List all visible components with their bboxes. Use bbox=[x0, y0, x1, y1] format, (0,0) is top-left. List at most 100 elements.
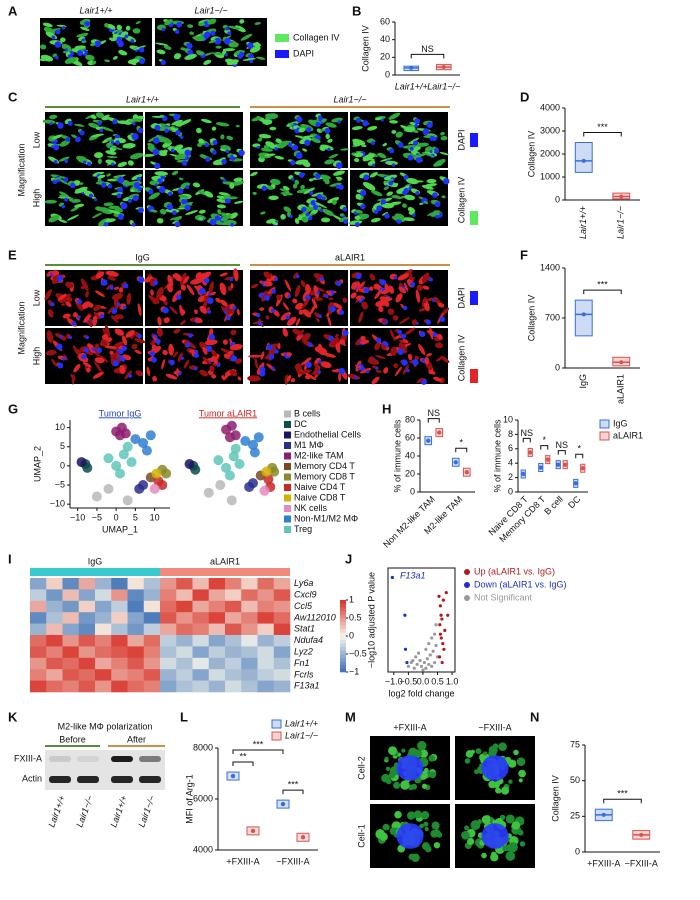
fiber bbox=[90, 114, 97, 120]
fiber bbox=[47, 309, 54, 318]
nucleus bbox=[290, 160, 296, 166]
nucleus bbox=[204, 31, 211, 38]
volcano-point bbox=[431, 649, 435, 653]
nucleus bbox=[153, 280, 159, 286]
nucleus bbox=[137, 276, 145, 283]
fiber bbox=[216, 204, 226, 209]
fiber bbox=[263, 271, 273, 279]
row-label: Low bbox=[31, 289, 41, 306]
heat-cell bbox=[62, 680, 80, 693]
fiber bbox=[93, 304, 102, 312]
fiber bbox=[513, 749, 519, 756]
fiber bbox=[221, 212, 226, 217]
heat-cell bbox=[208, 623, 226, 636]
y-tick-label: 0 bbox=[555, 362, 560, 372]
nucleus bbox=[380, 199, 387, 205]
y-tick-label: 3000 bbox=[540, 125, 560, 135]
y-tick-label: −5 bbox=[55, 479, 65, 489]
heat-cell bbox=[257, 680, 275, 693]
fiber bbox=[104, 325, 110, 338]
nucleus bbox=[396, 218, 402, 224]
heat-cell bbox=[111, 680, 128, 693]
point bbox=[580, 466, 585, 471]
nucleus bbox=[407, 154, 414, 161]
fiber bbox=[418, 344, 426, 355]
volcano-point bbox=[430, 636, 434, 640]
heat-cell bbox=[95, 680, 112, 693]
nucleus bbox=[100, 182, 107, 188]
panel-label: N bbox=[530, 709, 539, 724]
nucleus bbox=[371, 141, 375, 145]
fiber bbox=[92, 371, 104, 379]
heat-cell bbox=[160, 669, 177, 681]
micrograph bbox=[347, 327, 450, 385]
cluster-point bbox=[248, 439, 258, 450]
fiber bbox=[137, 303, 142, 317]
heat-cell bbox=[208, 680, 226, 693]
nucleus bbox=[174, 29, 180, 35]
volcano-point bbox=[424, 647, 428, 651]
heat-cell bbox=[176, 635, 193, 647]
cluster-point bbox=[91, 491, 102, 502]
image-label: Lair1−/− bbox=[194, 5, 227, 15]
fiber bbox=[222, 48, 236, 52]
nucleus bbox=[54, 41, 62, 48]
fiber bbox=[329, 342, 336, 348]
fiber bbox=[52, 177, 62, 181]
panel-label: D bbox=[520, 89, 529, 104]
fiber bbox=[44, 289, 52, 301]
micrograph bbox=[250, 112, 349, 169]
heat-cell bbox=[62, 635, 80, 647]
nucleus bbox=[481, 755, 509, 781]
point bbox=[280, 801, 286, 807]
fiber bbox=[316, 317, 320, 323]
fiber bbox=[298, 369, 312, 375]
nucleus bbox=[111, 162, 115, 166]
nucleus bbox=[204, 142, 209, 148]
fiber bbox=[406, 811, 416, 820]
fiber bbox=[173, 144, 184, 151]
fiber bbox=[225, 309, 235, 315]
fiber bbox=[470, 820, 481, 830]
nucleus bbox=[398, 142, 404, 148]
fiber bbox=[328, 153, 339, 159]
heat-cell bbox=[78, 646, 96, 659]
nucleus bbox=[116, 193, 122, 199]
volcano-point bbox=[433, 632, 437, 636]
heat-cell bbox=[273, 635, 291, 647]
row-label: Ccl5 bbox=[294, 601, 313, 611]
fiber bbox=[132, 28, 141, 34]
cluster-point bbox=[249, 447, 260, 458]
x-tick-label: Lair1−/− bbox=[616, 206, 626, 239]
fiber bbox=[46, 270, 53, 277]
fiber bbox=[231, 180, 244, 186]
nucleus bbox=[51, 145, 55, 149]
fiber bbox=[325, 133, 330, 140]
fiber bbox=[423, 767, 429, 773]
fiber bbox=[324, 179, 330, 185]
fiber bbox=[379, 157, 393, 162]
fiber bbox=[313, 285, 320, 299]
fiber bbox=[148, 192, 160, 200]
fiber bbox=[113, 314, 124, 320]
fiber bbox=[505, 814, 515, 824]
legend-label: Collagen IV bbox=[456, 177, 466, 224]
point bbox=[545, 457, 550, 462]
nucleus bbox=[366, 370, 370, 374]
fiber bbox=[100, 126, 114, 132]
nucleus bbox=[137, 127, 144, 134]
fiber bbox=[61, 293, 71, 303]
legend-label: IgG bbox=[613, 418, 628, 428]
row-label: Ndufa4 bbox=[294, 635, 323, 645]
fiber bbox=[424, 356, 430, 365]
fiber bbox=[441, 195, 446, 199]
fiber bbox=[208, 281, 214, 294]
significance-bracket bbox=[575, 453, 584, 459]
fiber bbox=[393, 781, 401, 789]
fiber bbox=[351, 126, 363, 130]
fiber bbox=[439, 151, 449, 156]
nucleus bbox=[337, 120, 341, 124]
fiber bbox=[358, 288, 366, 293]
fiber bbox=[369, 273, 376, 281]
colorbar bbox=[340, 664, 346, 669]
